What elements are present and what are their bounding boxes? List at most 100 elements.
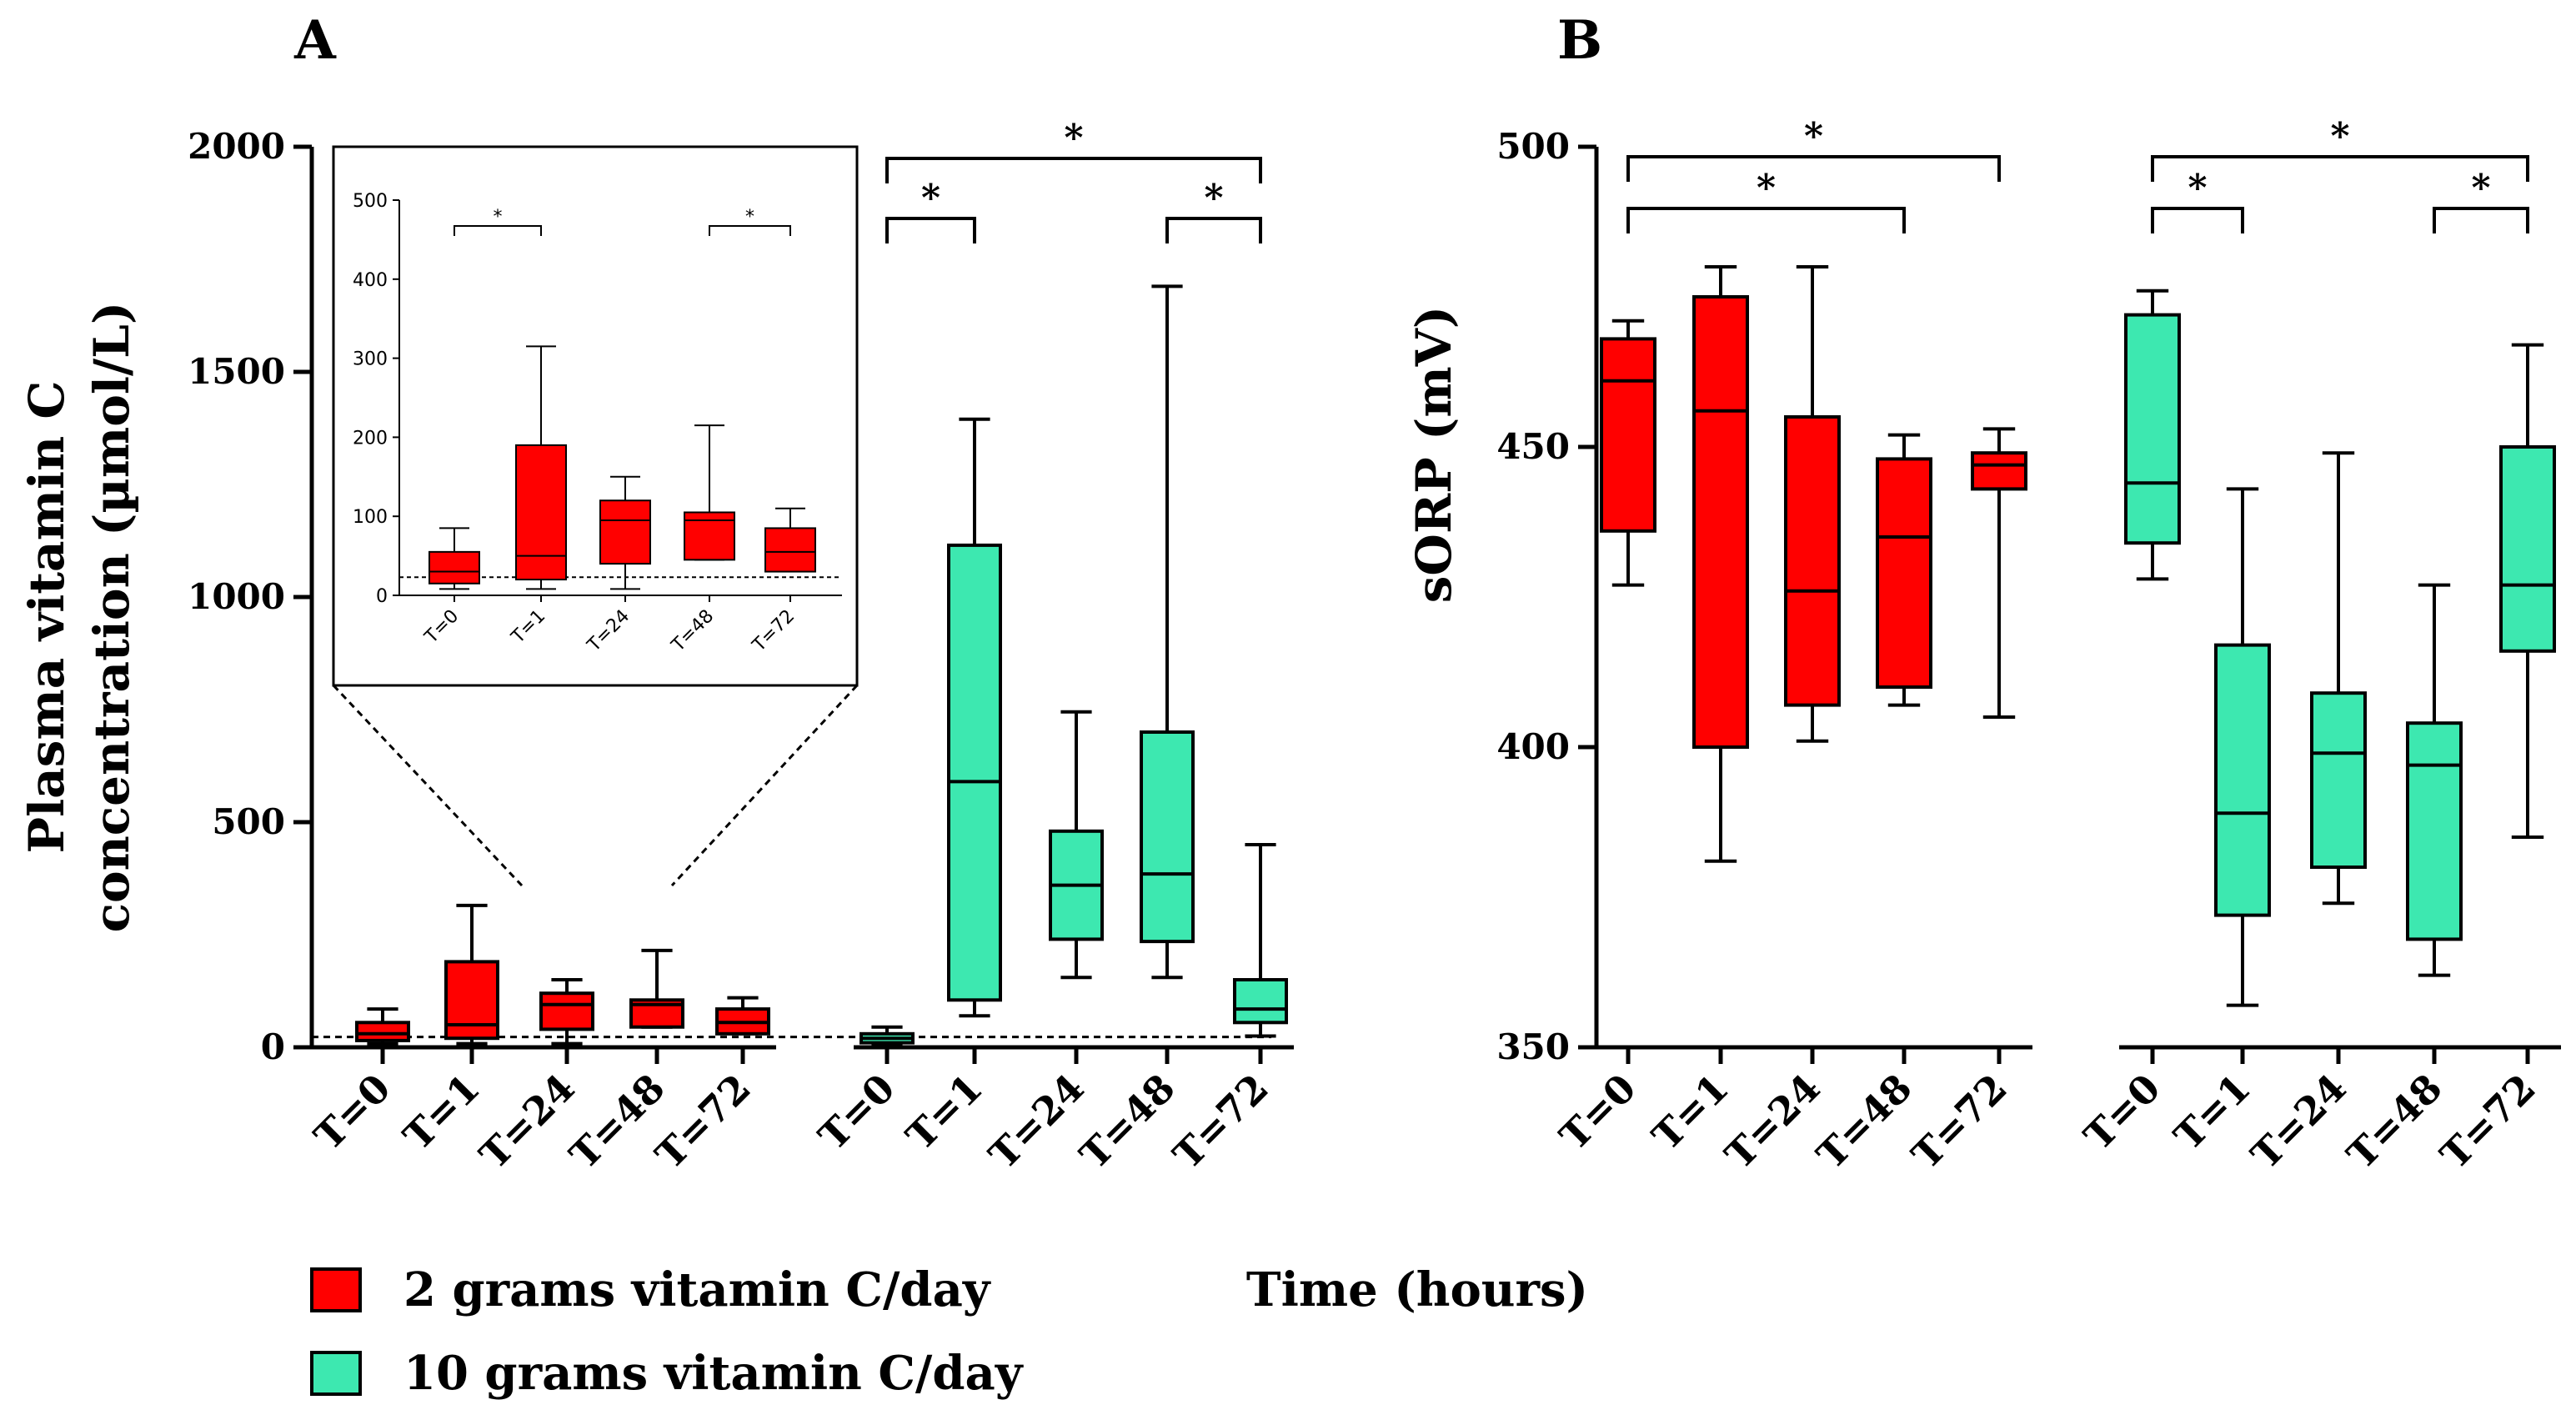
box-body: [2214, 643, 2271, 917]
box-body: [444, 960, 499, 1041]
x-tick-label: T=48: [1071, 1066, 1184, 1178]
inset-bracket-line: [454, 225, 542, 236]
significance-bracket: *: [1626, 167, 1906, 233]
box-plot: [860, 1025, 915, 1047]
box-plot: [1971, 427, 2027, 719]
significance-star: *: [2188, 167, 2207, 209]
x-tick-label: T=0: [2076, 1066, 2169, 1159]
panel-letter-a: A: [293, 9, 337, 72]
inset-box-body: [764, 527, 816, 573]
box-plot: [1233, 843, 1288, 1038]
box-body: [1692, 295, 1749, 749]
inset-y-tick-label: 300: [353, 349, 388, 370]
x-tick-label: T=24: [471, 1066, 584, 1178]
zoom-connector-left: [332, 684, 524, 887]
y-axis-title-line: Plasma vitamin C: [18, 380, 75, 853]
box-plot: [2124, 289, 2181, 581]
significance-star: *: [1064, 117, 1083, 159]
significance-star: *: [2330, 115, 2349, 158]
bracket-line: [1626, 207, 1906, 233]
box-plot: [2406, 583, 2463, 977]
y-tick-label: 1500: [188, 351, 285, 392]
x-tick-label: T=48: [1808, 1066, 1921, 1178]
x-tick-label: T=72: [1165, 1066, 1277, 1178]
inset-box-body: [515, 444, 567, 581]
y-tick-label: 2000: [188, 126, 285, 167]
inset-box-body: [428, 550, 480, 585]
inset-significance-star: *: [745, 207, 754, 228]
box-body: [947, 543, 1002, 1002]
y-tick-label: 400: [1496, 726, 1570, 767]
box-body: [2124, 313, 2181, 545]
box-plot: [715, 996, 770, 1036]
box-plot: [629, 948, 684, 1029]
inset-y-tick-label: 400: [353, 270, 388, 291]
significance-star: *: [2471, 167, 2490, 209]
y-tick-label: 0: [261, 1026, 285, 1067]
inset-box-plot: [764, 507, 816, 573]
bracket-line: [2151, 155, 2529, 182]
box-plot: [947, 417, 1002, 1018]
inset-frame: [332, 145, 859, 687]
significance-star: *: [921, 177, 940, 219]
box-body: [539, 991, 594, 1031]
box-plot: [1600, 319, 1656, 587]
box-body: [2310, 691, 2367, 870]
x-tick-label: T=72: [2432, 1066, 2544, 1178]
box-body: [1784, 415, 1841, 707]
bracket-line: [2151, 207, 2244, 233]
box-body: [1600, 337, 1656, 533]
box-plot: [1784, 265, 1841, 743]
significance-bracket: *: [2151, 167, 2244, 233]
box-plot: [539, 978, 594, 1046]
legend-label-10g: 10 grams vitamin C/day: [403, 1346, 1024, 1401]
x-tick-label: T=0: [810, 1066, 904, 1159]
box-plot: [1876, 433, 1932, 707]
significance-star: *: [1204, 177, 1223, 219]
panel-letter-b: B: [1557, 9, 1602, 72]
legend-swatch-2g: [310, 1267, 362, 1312]
inset-bracket-line: [709, 225, 791, 236]
bracket-line: [1626, 155, 2001, 182]
box-body: [1140, 730, 1195, 944]
significance-bracket: *: [1626, 115, 2001, 182]
inset-box-body: [599, 499, 651, 565]
y-tick-label: 1000: [188, 576, 285, 617]
significance-star: *: [1804, 115, 1823, 158]
inset-y-tick-label: 200: [353, 428, 388, 449]
inset-box-plot: [599, 475, 651, 590]
x-axis-title: Time (hours): [1246, 1262, 1588, 1317]
box-plot: [2214, 487, 2271, 1007]
zoom-connector-right: [670, 684, 859, 887]
inset-y-tick-label: 100: [353, 507, 388, 528]
box-plot: [444, 903, 499, 1046]
x-tick-label: T=0: [306, 1066, 399, 1159]
significance-bracket: *: [2151, 115, 2529, 182]
legend-swatch-10g: [310, 1351, 362, 1396]
inset-significance-star: *: [494, 207, 503, 228]
y-tick-label: 500: [212, 801, 285, 842]
inset-y-tick-label: 0: [376, 586, 388, 607]
x-tick-label: T=72: [647, 1066, 759, 1178]
x-tick-label: T=24: [980, 1066, 1093, 1178]
box-plot: [1140, 284, 1195, 980]
x-tick-label: T=24: [2243, 1066, 2355, 1178]
inset-box-plot: [515, 345, 567, 590]
significance-bracket: *: [885, 177, 976, 243]
box-body: [1971, 451, 2027, 491]
box-body: [355, 1021, 410, 1042]
box-plot: [355, 1007, 410, 1046]
box-body: [1876, 457, 1932, 690]
legend-label-2g: 2 grams vitamin C/day: [403, 1262, 991, 1317]
x-tick-label: T=72: [1903, 1066, 2016, 1178]
x-tick-label: T=0: [1551, 1066, 1645, 1159]
x-tick-label: T=48: [2338, 1066, 2451, 1178]
box-body: [2406, 721, 2463, 941]
box-body: [2499, 445, 2556, 653]
inset-y-tick-label: 500: [353, 191, 388, 212]
significance-bracket: *: [885, 117, 1262, 183]
y-tick-label: 350: [1496, 1026, 1570, 1067]
